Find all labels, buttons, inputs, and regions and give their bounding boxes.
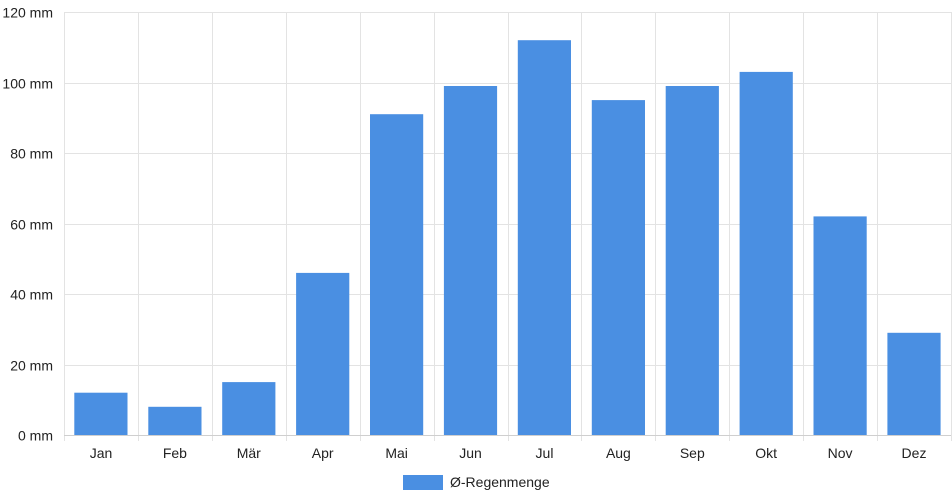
bar-apr[interactable]	[296, 272, 350, 435]
bar-okt[interactable]	[739, 71, 793, 436]
bars-layer	[74, 40, 941, 436]
x-tick-label: Dez	[902, 445, 927, 461]
x-tick-label: Jun	[459, 445, 482, 461]
bar-nov[interactable]	[813, 216, 867, 435]
bar-aug[interactable]	[591, 100, 645, 435]
bar-mai[interactable]	[370, 114, 424, 435]
y-tick-label: 60 mm	[10, 217, 53, 233]
bar-jun[interactable]	[443, 86, 498, 435]
x-tick-label: Mär	[237, 445, 261, 461]
x-tick-label: Jul	[536, 445, 554, 461]
bar-mär[interactable]	[222, 382, 276, 435]
legend[interactable]: Ø-Regenmenge	[403, 474, 550, 490]
x-tick-label: Jan	[90, 445, 113, 461]
legend-label[interactable]: Ø-Regenmenge	[450, 474, 550, 490]
x-tick-label: Mai	[385, 445, 408, 461]
bar-jan[interactable]	[74, 392, 128, 435]
y-tick-label: 100 mm	[2, 76, 53, 92]
x-tick-label: Aug	[606, 445, 631, 461]
x-tick-label: Apr	[312, 445, 334, 461]
axes-layer: 0 mm 20 mm 40 mm 60 mm 80 mm 100 mm 120 mm Jan F…	[2, 5, 951, 461]
y-tick-label: 80 mm	[10, 146, 53, 162]
y-tick-label: 0 mm	[18, 428, 53, 444]
y-tick-label: 40 mm	[10, 287, 53, 303]
bar-jul[interactable]	[517, 40, 571, 435]
grid-layer	[64, 12, 952, 441]
x-tick-label: Okt	[755, 445, 777, 461]
y-tick-label: 120 mm	[2, 5, 53, 21]
legend-swatch[interactable]	[403, 475, 443, 490]
x-tick-label: Feb	[163, 445, 187, 461]
bar-feb[interactable]	[148, 406, 202, 435]
y-tick-label: 20 mm	[10, 358, 53, 374]
x-tick-label: Nov	[828, 445, 853, 461]
x-tick-label: Sep	[680, 445, 705, 461]
bar-dez[interactable]	[887, 332, 941, 435]
bar-sep[interactable]	[665, 86, 719, 435]
